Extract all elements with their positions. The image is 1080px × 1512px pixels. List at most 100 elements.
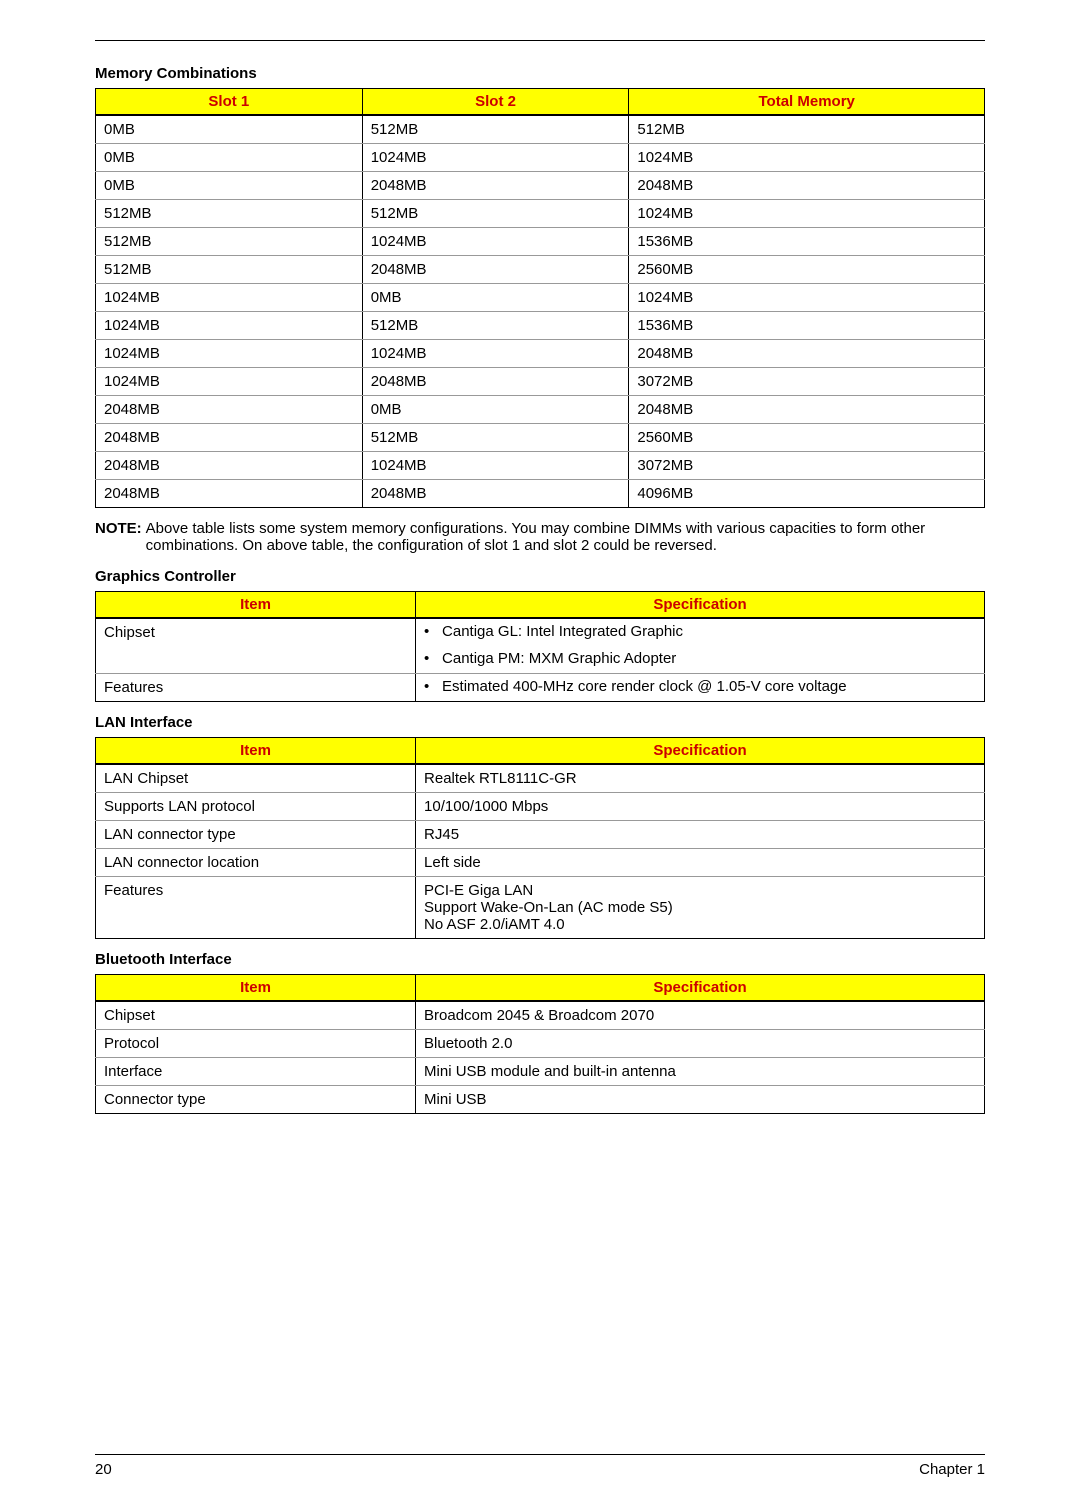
table-cell: 512MB: [96, 200, 363, 228]
table-cell: 10/100/1000 Mbps: [416, 793, 985, 821]
table-cell: Protocol: [96, 1030, 416, 1058]
list-item: Estimated 400-MHz core render clock @ 1.…: [416, 674, 984, 699]
table-cell: Bluetooth 2.0: [416, 1030, 985, 1058]
table-cell: LAN connector type: [96, 821, 416, 849]
table-cell: 0MB: [96, 115, 363, 144]
table-row: LAN connector typeRJ45: [96, 821, 985, 849]
note: NOTE: Above table lists some system memo…: [95, 520, 985, 554]
table-cell: 1024MB: [362, 340, 629, 368]
table-row: LAN connector locationLeft side: [96, 849, 985, 877]
table-row: 1024MB512MB1536MB: [96, 312, 985, 340]
page-number: 20: [95, 1461, 112, 1478]
table-cell: 2560MB: [629, 424, 985, 452]
table-cell: 1024MB: [96, 340, 363, 368]
table-row: 1024MB1024MB2048MB: [96, 340, 985, 368]
table-row: 1024MB0MB1024MB: [96, 284, 985, 312]
table-cell: Interface: [96, 1058, 416, 1086]
table-row: 0MB2048MB2048MB: [96, 172, 985, 200]
memory-title: Memory Combinations: [95, 65, 985, 82]
gfx-th-spec: Specification: [416, 592, 985, 619]
chapter-label: Chapter 1: [919, 1461, 985, 1478]
table-row: ChipsetCantiga GL: Intel Integrated Grap…: [96, 618, 985, 674]
mem-th-slot2: Slot 2: [362, 89, 629, 116]
table-cell: 3072MB: [629, 452, 985, 480]
table-row: 1024MB2048MB3072MB: [96, 368, 985, 396]
table-cell: Features: [96, 877, 416, 939]
table-cell: 512MB: [362, 115, 629, 144]
table-cell: 4096MB: [629, 480, 985, 508]
table-row: ChipsetBroadcom 2045 & Broadcom 2070: [96, 1001, 985, 1030]
table-cell: 1024MB: [629, 144, 985, 172]
table-cell: 1536MB: [629, 312, 985, 340]
table-cell: 2048MB: [362, 256, 629, 284]
note-label: NOTE:: [95, 520, 146, 554]
table-row: 512MB1024MB1536MB: [96, 228, 985, 256]
table-cell: 2048MB: [96, 424, 363, 452]
lan-title: LAN Interface: [95, 714, 985, 731]
table-cell: 2048MB: [96, 480, 363, 508]
list-item: Cantiga PM: MXM Graphic Adopter: [416, 646, 984, 671]
gfx-th-item: Item: [96, 592, 416, 619]
table-cell: 512MB: [362, 312, 629, 340]
table-cell: 2048MB: [629, 340, 985, 368]
spec-line: PCI-E Giga LAN: [424, 882, 976, 899]
table-cell: 1024MB: [96, 284, 363, 312]
table-cell: 512MB: [96, 228, 363, 256]
table-cell: 3072MB: [629, 368, 985, 396]
table-cell: 2048MB: [362, 172, 629, 200]
mem-th-total: Total Memory: [629, 89, 985, 116]
bt-th-item: Item: [96, 975, 416, 1002]
table-cell: 2048MB: [362, 480, 629, 508]
table-cell: Supports LAN protocol: [96, 793, 416, 821]
table-cell: Left side: [416, 849, 985, 877]
table-cell: 512MB: [96, 256, 363, 284]
table-cell: Chipset: [96, 618, 416, 674]
table-row: 0MB1024MB1024MB: [96, 144, 985, 172]
table-row: 2048MB1024MB3072MB: [96, 452, 985, 480]
table-row: 2048MB2048MB4096MB: [96, 480, 985, 508]
table-cell: 2048MB: [629, 396, 985, 424]
table-cell: 1024MB: [362, 228, 629, 256]
table-cell: Cantiga GL: Intel Integrated GraphicCant…: [416, 618, 985, 674]
table-cell: RJ45: [416, 821, 985, 849]
table-cell: 0MB: [96, 144, 363, 172]
table-cell: 1024MB: [362, 452, 629, 480]
table-cell: Estimated 400-MHz core render clock @ 1.…: [416, 674, 985, 702]
bt-table: Item Specification ChipsetBroadcom 2045 …: [95, 974, 985, 1114]
graphics-title: Graphics Controller: [95, 568, 985, 585]
table-cell: 1024MB: [96, 368, 363, 396]
note-body: Above table lists some system memory con…: [146, 520, 985, 554]
graphics-table: Item Specification ChipsetCantiga GL: In…: [95, 591, 985, 702]
mem-th-slot1: Slot 1: [96, 89, 363, 116]
table-cell: 2048MB: [96, 396, 363, 424]
table-row: Supports LAN protocol10/100/1000 Mbps: [96, 793, 985, 821]
table-cell: 1024MB: [362, 144, 629, 172]
table-row: 0MB512MB512MB: [96, 115, 985, 144]
table-row: InterfaceMini USB module and built-in an…: [96, 1058, 985, 1086]
table-cell: 0MB: [96, 172, 363, 200]
table-row: 2048MB0MB2048MB: [96, 396, 985, 424]
table-cell: Features: [96, 674, 416, 702]
table-cell: Chipset: [96, 1001, 416, 1030]
table-cell: 1536MB: [629, 228, 985, 256]
table-row: Connector typeMini USB: [96, 1086, 985, 1114]
top-rule: [95, 40, 985, 41]
table-cell: Realtek RTL8111C-GR: [416, 764, 985, 793]
table-cell: 512MB: [629, 115, 985, 144]
table-cell: 1024MB: [629, 284, 985, 312]
table-row: 2048MB512MB2560MB: [96, 424, 985, 452]
bt-th-spec: Specification: [416, 975, 985, 1002]
table-row: 512MB2048MB2560MB: [96, 256, 985, 284]
table-cell: 2048MB: [629, 172, 985, 200]
table-cell: Mini USB module and built-in antenna: [416, 1058, 985, 1086]
table-cell: Mini USB: [416, 1086, 985, 1114]
table-cell: 1024MB: [96, 312, 363, 340]
table-cell: 512MB: [362, 424, 629, 452]
lan-table: Item Specification LAN ChipsetRealtek RT…: [95, 737, 985, 939]
table-cell: 512MB: [362, 200, 629, 228]
lan-th-spec: Specification: [416, 738, 985, 765]
spec-line: Support Wake-On-Lan (AC mode S5): [424, 899, 976, 916]
table-cell: 2560MB: [629, 256, 985, 284]
table-row: LAN ChipsetRealtek RTL8111C-GR: [96, 764, 985, 793]
memory-table: Slot 1 Slot 2 Total Memory 0MB512MB512MB…: [95, 88, 985, 508]
